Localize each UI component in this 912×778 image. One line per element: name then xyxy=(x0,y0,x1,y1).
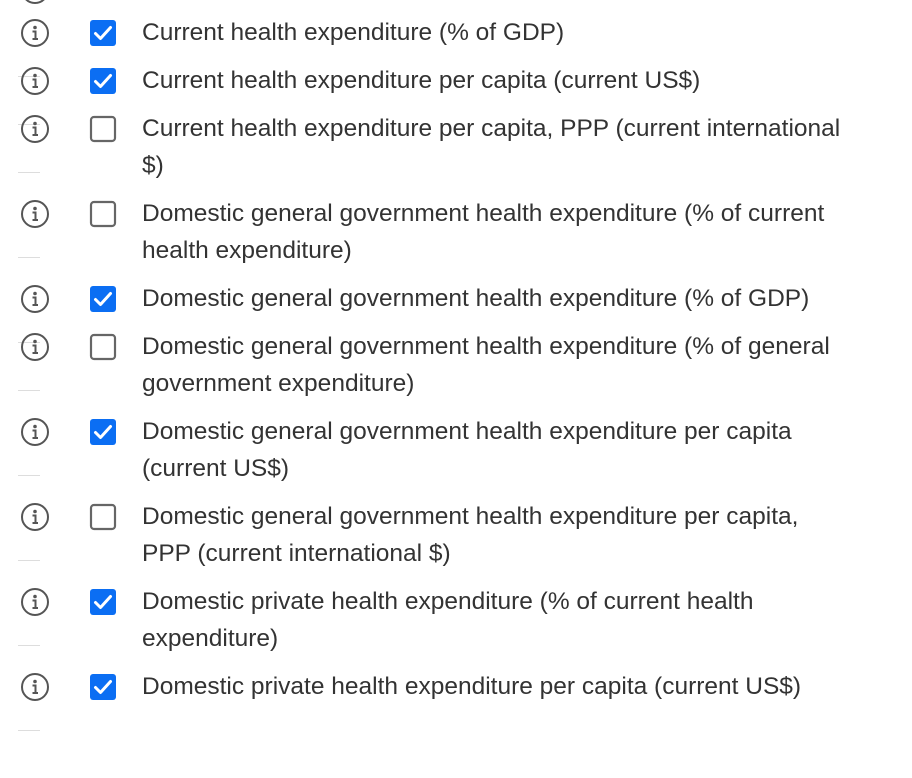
indicator-label: Domestic general government health expen… xyxy=(142,333,830,397)
indicator-row: Domestic general government health expen… xyxy=(0,328,912,402)
indicator-label: Domestic private health expenditure (% o… xyxy=(142,588,754,652)
indicator-label: Current health expenditure (% of GDP) xyxy=(142,19,565,46)
info-icon[interactable] xyxy=(20,332,50,362)
checkbox[interactable] xyxy=(89,673,117,701)
checkbox[interactable] xyxy=(89,418,117,446)
info-icon[interactable] xyxy=(20,114,50,144)
separator xyxy=(18,730,40,731)
checkbox[interactable] xyxy=(89,333,117,361)
info-icon[interactable] xyxy=(20,417,50,447)
checkbox[interactable] xyxy=(89,19,117,47)
info-icon[interactable] xyxy=(20,587,50,617)
info-icon[interactable] xyxy=(20,284,50,314)
indicator-row: Domestic general government health expen… xyxy=(0,413,912,487)
indicator-row: Current health expenditure per capita (c… xyxy=(0,62,912,125)
indicator-row: Current health expenditure (% of GDP) xyxy=(0,14,912,77)
checkbox[interactable] xyxy=(89,503,117,531)
checkbox[interactable] xyxy=(89,285,117,313)
indicator-list: Current health expenditure (% of GDP) Cur… xyxy=(0,14,912,731)
indicator-row: Current health expenditure per capita, P… xyxy=(0,110,912,184)
separator xyxy=(18,257,40,258)
info-icon[interactable] xyxy=(20,199,50,229)
indicator-label: Domestic general government health expen… xyxy=(142,200,825,264)
indicator-row: Domestic general government health expen… xyxy=(0,498,912,572)
indicator-label: Domestic general government health expen… xyxy=(142,285,810,312)
separator xyxy=(18,560,40,561)
separator xyxy=(18,76,40,77)
indicator-label: Domestic general government health expen… xyxy=(142,503,799,567)
indicator-label: Current health expenditure per capita (c… xyxy=(142,67,701,94)
info-icon[interactable] xyxy=(20,18,50,48)
indicator-label: Domestic private health expenditure per … xyxy=(142,673,802,700)
separator xyxy=(18,645,40,646)
indicator-row: Domestic general government health expen… xyxy=(0,195,912,269)
indicator-row: Domestic general government health expen… xyxy=(0,280,912,343)
indicator-row: Domestic private health expenditure per … xyxy=(0,668,912,731)
indicator-label: Current health expenditure per capita, P… xyxy=(142,115,841,179)
checkbox[interactable] xyxy=(89,115,117,143)
checkbox[interactable] xyxy=(89,67,117,95)
separator xyxy=(18,172,40,173)
indicator-label: Domestic general government health expen… xyxy=(142,418,792,482)
separator xyxy=(18,390,40,391)
checkbox[interactable] xyxy=(89,200,117,228)
info-icon[interactable] xyxy=(20,66,50,96)
info-icon[interactable] xyxy=(20,672,50,702)
info-icon[interactable] xyxy=(20,502,50,532)
partial-info-icon xyxy=(25,0,45,4)
separator xyxy=(18,124,40,125)
checkbox[interactable] xyxy=(89,588,117,616)
separator xyxy=(18,475,40,476)
separator xyxy=(18,342,40,343)
indicator-row: Domestic private health expenditure (% o… xyxy=(0,583,912,657)
